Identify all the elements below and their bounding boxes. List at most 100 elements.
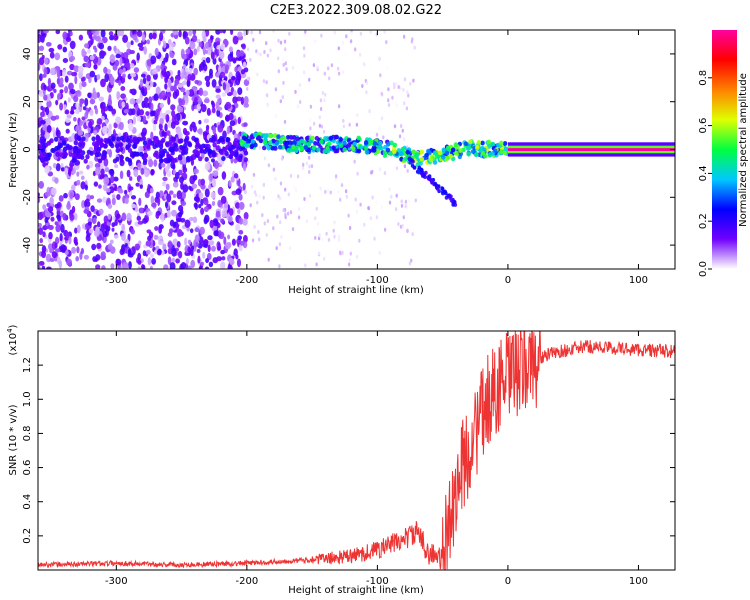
spectrogram-cell	[47, 206, 54, 213]
spectrogram-cell	[242, 234, 248, 244]
spectrogram-cell	[322, 149, 327, 154]
spectrogram-cell	[278, 139, 284, 145]
spectrogram-cell	[400, 203, 404, 208]
spectrogram-cell	[150, 195, 155, 204]
spectrogram-cell	[130, 195, 137, 200]
spectrogram-cell	[419, 149, 425, 155]
spectrogram-cell	[126, 41, 131, 49]
spectrogram-cell	[406, 168, 409, 173]
spectrogram-cell	[395, 166, 399, 171]
spectrogram-cell	[172, 91, 178, 99]
spectrogram-cell	[46, 125, 52, 133]
spectrogram-cell	[51, 126, 56, 134]
spectrogram-cell	[81, 50, 88, 56]
spectrogram-cell	[284, 215, 287, 220]
x-tick-label: 100	[629, 576, 648, 587]
spectrogram-cell	[375, 200, 378, 205]
spectrogram-cell	[43, 57, 49, 65]
spectrogram-cell	[229, 120, 236, 127]
spectrogram-cell	[171, 109, 176, 118]
spectrogram-cell	[71, 158, 76, 163]
spectrogram-cell	[150, 110, 155, 117]
spectrogram-cell	[54, 242, 58, 249]
spectrogram-cell	[206, 107, 211, 116]
spectrogram-cell	[197, 255, 201, 264]
spectrogram-cell	[174, 146, 179, 152]
spectrogram-cell	[202, 59, 206, 68]
spectrogram-cell	[115, 143, 120, 149]
spectrogram-cell	[291, 65, 295, 70]
spectrogram-cell	[219, 149, 224, 155]
spectrogram-cell	[41, 265, 46, 269]
spectrogram-cell	[73, 95, 79, 103]
spectrogram-cell	[157, 248, 162, 255]
spectrogram-cell	[332, 228, 335, 233]
spectrogram-cell	[220, 249, 225, 255]
spectrogram-cell	[187, 246, 192, 253]
spectrogram-cell	[261, 213, 264, 218]
spectrogram-cell	[42, 151, 47, 157]
spectrogram-cell	[294, 89, 297, 94]
spectrogram-cell	[372, 147, 377, 153]
spectrogram-cell	[160, 152, 166, 158]
spectrogram-cell	[150, 102, 154, 112]
spectrogram-cell	[304, 263, 307, 268]
spectrogram-cell	[217, 124, 224, 133]
spectrogram-cell	[95, 264, 101, 269]
spectrogram-cell	[106, 197, 111, 205]
spectrogram-cell	[59, 89, 64, 94]
spectrogram-cell	[172, 193, 177, 198]
spectrogram-cell	[202, 131, 208, 137]
spectrogram-cell	[45, 117, 51, 127]
spectrogram-cell	[468, 139, 473, 145]
spectrogram-cell	[139, 93, 143, 102]
spectrogram-cell	[144, 96, 149, 103]
spectrogram-cell	[150, 55, 157, 65]
spectrogram-cell	[231, 238, 236, 246]
spectrogram-cell	[238, 193, 243, 201]
spectrogram-cell	[196, 39, 201, 44]
spectrogram-cell	[191, 135, 196, 141]
spectrogram-cell	[258, 194, 261, 199]
spectrogram-cell	[212, 170, 219, 177]
spectrogram-cell	[163, 157, 168, 163]
spectrogram-cell	[231, 57, 238, 62]
spectrogram-cell	[383, 30, 386, 34]
spectrogram-cell	[403, 42, 406, 47]
spectrogram-cell	[128, 186, 134, 191]
spectrogram-cell	[397, 85, 400, 89]
spectrogram-cell	[142, 217, 148, 224]
spectrogram-cell	[303, 53, 306, 58]
spectrogram-cell	[318, 123, 322, 128]
spectrogram-cell	[253, 190, 257, 195]
y-tick-label: 0	[22, 146, 33, 152]
spectrogram-cell	[208, 184, 212, 190]
spectrogram-cell	[103, 158, 109, 167]
spectrogram-cell	[218, 51, 225, 60]
spectrogram-cell	[229, 259, 235, 266]
spectrogram-cell	[89, 109, 94, 117]
spectrogram-cell	[259, 52, 262, 57]
spectrogram-cell	[130, 108, 136, 116]
spectrogram-cell	[60, 167, 65, 172]
spectrogram-cell	[200, 261, 205, 266]
spectrogram-cell	[50, 216, 55, 222]
spectrogram-cell	[85, 198, 90, 203]
spectrogram-cell	[414, 152, 419, 158]
spectrogram-cell	[162, 176, 168, 182]
spectrogram-cell	[118, 142, 123, 148]
spectrogram-cell	[115, 258, 122, 266]
spectrogram-cell	[38, 196, 41, 204]
spectrogram-cell	[167, 241, 173, 249]
spectrogram-cell	[486, 139, 491, 145]
spectrogram-cell	[164, 83, 168, 90]
spectrogram-cell	[119, 155, 125, 160]
spectrogram-cell	[188, 156, 193, 161]
spectrogram-cell	[151, 202, 157, 208]
spectrogram-cell	[310, 135, 315, 141]
spectrogram-cell	[413, 45, 416, 50]
spectrogram-cell	[237, 87, 243, 95]
colorbar-tick-label: 0.6	[698, 118, 709, 134]
spectrogram-cell	[256, 200, 259, 205]
spectrogram-cell	[284, 140, 290, 146]
